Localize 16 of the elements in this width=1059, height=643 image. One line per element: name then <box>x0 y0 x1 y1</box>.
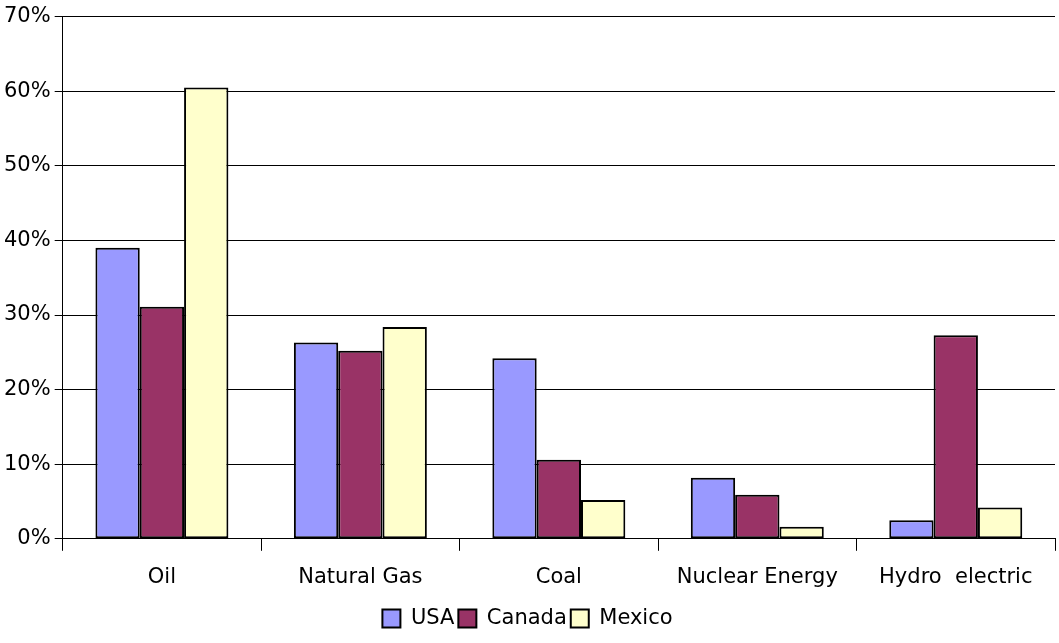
y-tick-label: 10% <box>3 450 51 475</box>
y-tick-label: 20% <box>3 376 51 401</box>
y-tick-label: 50% <box>3 152 51 177</box>
y-tick-label: 40% <box>3 226 51 251</box>
legend-label: Mexico <box>599 604 673 629</box>
legend-label: Canada <box>486 604 567 629</box>
x-tick-label: Coal <box>535 563 582 588</box>
legend-label: USA <box>410 604 455 629</box>
x-tick-label: Hydro electric <box>879 563 1033 588</box>
y-tick-label: 0% <box>17 525 51 550</box>
x-tick-label: Natural Gas <box>298 563 423 588</box>
y-tick-label: 60% <box>3 77 51 102</box>
y-tick-label: 30% <box>3 301 51 326</box>
x-tick-label: Nuclear Energy <box>676 563 838 588</box>
x-tick-label: Oil <box>147 563 177 588</box>
y-tick-label: 70% <box>3 3 51 28</box>
